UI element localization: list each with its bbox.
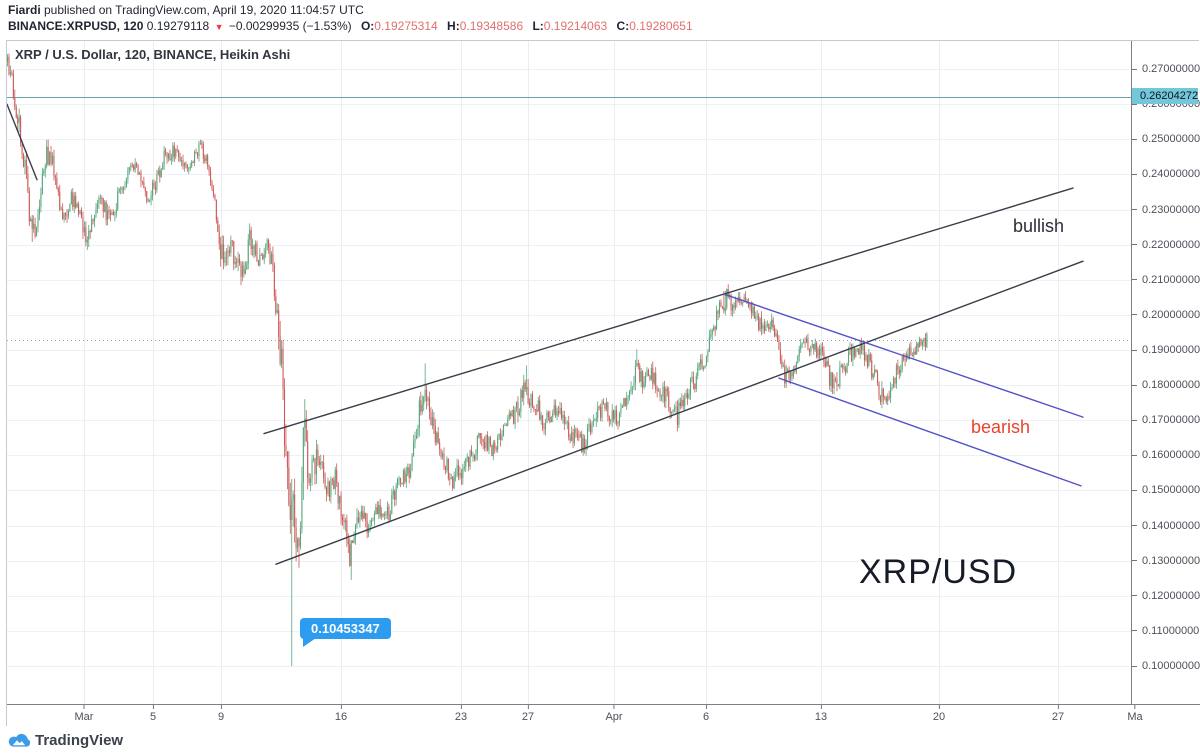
price-tick-mark xyxy=(1132,138,1137,140)
price-tick-mark xyxy=(1132,525,1137,527)
low-price-bubble: 0.10453347 xyxy=(300,618,391,647)
time-tick-label: Apr xyxy=(605,705,623,723)
time-tick-label: 23 xyxy=(455,705,467,723)
bubble-tail xyxy=(303,638,316,647)
time-tick-label: 16 xyxy=(335,705,347,723)
price-axis[interactable]: 0.27000000 0.26000000 0.25000000 0.24000000… xyxy=(1131,41,1200,704)
close-value: 0.19280651 xyxy=(629,19,693,33)
price-tick-mark xyxy=(1132,209,1137,211)
bullish-annotation: bullish xyxy=(1013,216,1065,236)
symbol-label: BINANCE:XRPUSD, 120 xyxy=(8,19,144,33)
time-tick-mark xyxy=(705,705,707,709)
price-tick-label: 0.15000000 xyxy=(1132,483,1200,497)
price-tick-mark xyxy=(1132,489,1137,491)
price-tick-label: 0.12000000 xyxy=(1132,589,1200,603)
price-tick-mark xyxy=(1132,454,1137,456)
price-tick-mark xyxy=(1132,595,1137,597)
quote-line: BINANCE:XRPUSD, 120 0.19279118 ▼ −0.0029… xyxy=(8,19,693,33)
high-value: 0.19348586 xyxy=(459,19,524,33)
time-tick-label: 5 xyxy=(150,705,156,723)
tradingview-brand-text: TradingView xyxy=(35,731,124,749)
bearish-channel-upper xyxy=(723,293,1084,418)
author-name: Fiardi xyxy=(8,3,41,17)
close-label: C: xyxy=(616,19,630,33)
initial-drop-line xyxy=(7,103,38,181)
bearish-channel-lower xyxy=(778,377,1082,487)
time-tick-mark xyxy=(613,705,615,709)
price-tick-label: 0.20000000 xyxy=(1132,308,1200,322)
time-tick-mark xyxy=(1057,705,1059,709)
bullish-channel-upper xyxy=(263,187,1074,435)
low-price-value: 0.10453347 xyxy=(311,621,380,636)
time-tick-mark xyxy=(460,705,462,709)
bullish-channel-lower xyxy=(275,260,1084,565)
time-tick-mark xyxy=(820,705,822,709)
price-tick-mark xyxy=(1132,630,1137,632)
low-label: L: xyxy=(532,19,544,33)
price-tick-label: 0.19000000 xyxy=(1132,343,1200,357)
last-price: 0.19279118 xyxy=(146,19,210,33)
time-tick-label: 13 xyxy=(815,705,827,723)
time-tick-mark xyxy=(938,705,940,709)
price-tick-mark xyxy=(1132,419,1137,421)
chart-legend-title: XRP / U.S. Dollar, 120, BINANCE, Heikin … xyxy=(15,47,291,62)
price-tick-mark xyxy=(1132,279,1137,281)
bearish-annotation: bearish xyxy=(971,417,1031,437)
time-tick-mark xyxy=(527,705,529,709)
time-tick-mark xyxy=(340,705,342,709)
time-tick-mark xyxy=(83,705,85,709)
time-tick-mark xyxy=(1134,705,1136,709)
price-tick-mark xyxy=(1132,314,1137,316)
price-tick-label: 0.23000000 xyxy=(1132,203,1200,217)
price-tick-mark xyxy=(1132,103,1137,105)
open-value: 0.19275314 xyxy=(374,19,438,33)
price-tick-mark xyxy=(1132,68,1137,70)
low-value: 0.19214063 xyxy=(543,19,608,33)
price-tick-label: 0.18000000 xyxy=(1132,378,1200,392)
time-tick-label: 20 xyxy=(933,705,945,723)
open-label: O: xyxy=(360,19,375,33)
price-tick-label: 0.16000000 xyxy=(1132,448,1200,462)
price-tick-label: 0.22000000 xyxy=(1132,238,1200,252)
price-tick-label: 0.13000000 xyxy=(1132,554,1200,568)
price-tick-mark xyxy=(1132,384,1137,386)
price-tick-label: 0.11000000 xyxy=(1132,624,1199,638)
price-tick-label: 0.21000000 xyxy=(1132,273,1200,287)
time-tick-mark xyxy=(152,705,154,709)
symbol-watermark: XRP/USD xyxy=(859,553,1018,591)
time-axis[interactable]: Mar 5 9 16 23 27 Apr 6 13 20 27 Ma xyxy=(7,704,1200,726)
candlestick-chart[interactable] xyxy=(7,41,1131,704)
price-tick-label: 0.10000000 xyxy=(1132,659,1200,673)
publish-info-line: Fiardi published on TradingView.com, Apr… xyxy=(8,3,364,17)
price-tick-mark xyxy=(1132,349,1137,351)
time-tick-label: 27 xyxy=(1052,705,1064,723)
publish-text: published on TradingView.com, April 19, … xyxy=(40,3,364,17)
price-change: −0.00299935 (−1.53%) xyxy=(228,19,352,33)
price-tick-mark xyxy=(1132,665,1137,667)
chart-frame: XRP / U.S. Dollar, 120, BINANCE, Heikin … xyxy=(6,40,1200,726)
time-tick-mark xyxy=(220,705,222,709)
time-tick-label: Ma xyxy=(1127,705,1143,723)
alert-price-label: 0.26204272 xyxy=(1132,88,1198,105)
price-tick-mark xyxy=(1132,244,1137,246)
down-triangle-icon: ▼ xyxy=(214,22,224,32)
footer-brand-link[interactable]: TradingView xyxy=(8,729,123,751)
time-tick-label: 9 xyxy=(218,705,224,723)
high-label: H: xyxy=(447,19,460,33)
price-tick-label: 0.17000000 xyxy=(1132,413,1200,427)
time-tick-label: Mar xyxy=(75,705,93,723)
price-tick-label: 0.14000000 xyxy=(1132,519,1200,533)
price-tick-label: 0.24000000 xyxy=(1132,167,1200,181)
time-tick-label: 27 xyxy=(522,705,534,723)
time-tick-label: 6 xyxy=(703,705,709,723)
price-tick-label: 0.25000000 xyxy=(1132,132,1200,146)
price-tick-mark xyxy=(1132,173,1137,175)
price-pane[interactable]: XRP / U.S. Dollar, 120, BINANCE, Heikin … xyxy=(7,41,1131,704)
price-tick-label: 0.27000000 xyxy=(1132,62,1200,76)
tradingview-cloud-icon xyxy=(8,733,30,747)
price-tick-mark xyxy=(1132,560,1137,562)
